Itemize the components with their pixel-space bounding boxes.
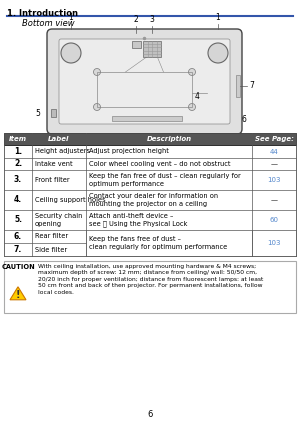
Circle shape — [94, 69, 100, 75]
Text: 4: 4 — [195, 92, 200, 101]
Text: Bottom view: Bottom view — [22, 19, 75, 28]
Text: 1. Introduction: 1. Introduction — [7, 9, 78, 18]
Text: Keep the fans free of dust –
clean regularly for optimum performance: Keep the fans free of dust – clean regul… — [89, 236, 227, 250]
Text: 103: 103 — [267, 177, 281, 183]
Circle shape — [61, 43, 81, 63]
Bar — [4, 190, 296, 210]
Text: Height adjusters: Height adjusters — [35, 148, 90, 154]
Text: —: — — [271, 197, 278, 203]
Circle shape — [188, 103, 196, 111]
Bar — [4, 230, 296, 243]
Text: Keep the fan free of dust – clean regularly for
optimum performance: Keep the fan free of dust – clean regula… — [89, 173, 241, 187]
Text: Side filter: Side filter — [35, 246, 67, 253]
Bar — [4, 145, 296, 158]
Text: See Page:: See Page: — [255, 136, 293, 142]
Bar — [4, 243, 296, 256]
Bar — [4, 210, 296, 230]
Bar — [143, 41, 161, 57]
Text: 1.: 1. — [14, 147, 22, 156]
Text: 5: 5 — [35, 109, 40, 117]
Text: 2: 2 — [134, 15, 138, 24]
Text: 7.: 7. — [14, 245, 22, 254]
Bar — [97, 72, 192, 107]
Text: CAUTION: CAUTION — [1, 264, 35, 270]
Bar — [112, 116, 182, 121]
Text: 7: 7 — [249, 81, 254, 90]
Text: 60: 60 — [269, 217, 278, 223]
Text: 6.: 6. — [14, 232, 22, 241]
Text: With ceiling installation, use approved mounting hardware & M4 screws;
maximum d: With ceiling installation, use approved … — [38, 264, 263, 295]
Bar — [4, 158, 296, 170]
Circle shape — [188, 69, 196, 75]
Text: Attach anti-theft device –
see ⓤ Using the Physical Lock: Attach anti-theft device – see ⓤ Using t… — [89, 213, 188, 227]
Text: 2.: 2. — [14, 159, 22, 168]
Text: 4.: 4. — [14, 195, 22, 204]
Bar — [252, 230, 296, 256]
Text: 3.: 3. — [14, 176, 22, 184]
Bar — [4, 133, 296, 145]
Polygon shape — [10, 287, 26, 300]
Text: Security chain
opening: Security chain opening — [35, 213, 82, 227]
Text: —: — — [271, 161, 278, 167]
Text: Ceiling support holes: Ceiling support holes — [35, 197, 106, 203]
Text: Color wheel cooling vent – do not obstruct: Color wheel cooling vent – do not obstru… — [89, 161, 230, 167]
FancyBboxPatch shape — [59, 39, 230, 124]
Bar — [86, 230, 252, 256]
Text: Adjust projection height: Adjust projection height — [89, 148, 169, 154]
Text: 6: 6 — [242, 114, 247, 123]
Circle shape — [94, 103, 100, 111]
Circle shape — [208, 43, 228, 63]
Text: 3: 3 — [150, 15, 154, 24]
FancyBboxPatch shape — [47, 29, 242, 134]
Text: Description: Description — [146, 136, 192, 142]
Text: 6: 6 — [147, 410, 153, 419]
Text: Front filter: Front filter — [35, 177, 70, 183]
Text: 1: 1 — [216, 13, 220, 22]
Text: Rear filter: Rear filter — [35, 234, 68, 240]
Text: Intake vent: Intake vent — [35, 161, 73, 167]
Text: Item: Item — [9, 136, 27, 142]
Text: !: ! — [16, 290, 20, 300]
Bar — [4, 170, 296, 190]
Bar — [236, 75, 240, 97]
Bar — [51, 109, 56, 117]
Text: 103: 103 — [267, 240, 281, 246]
Text: 1: 1 — [69, 13, 74, 22]
Bar — [132, 41, 141, 48]
Text: Label: Label — [48, 136, 70, 142]
Text: 5.: 5. — [14, 215, 22, 224]
Text: 44: 44 — [270, 148, 278, 154]
Bar — [4, 261, 296, 313]
Text: Contact your dealer for information on
mounting the projector on a ceiling: Contact your dealer for information on m… — [89, 193, 218, 207]
